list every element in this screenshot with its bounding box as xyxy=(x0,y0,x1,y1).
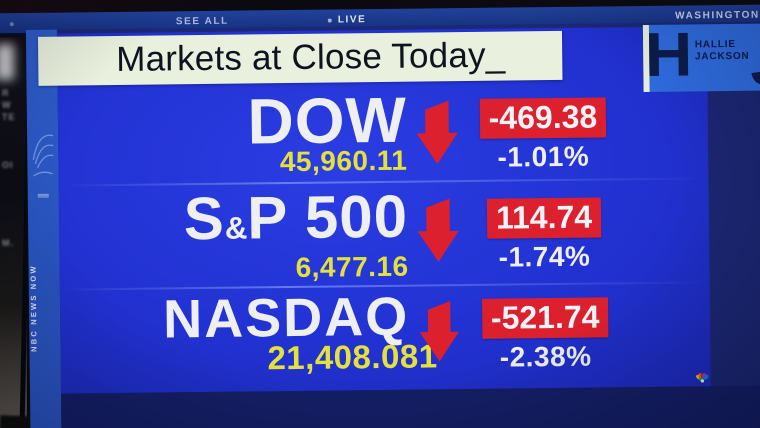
right-dark-region xyxy=(707,88,760,428)
see-all-label: SEE ALL xyxy=(175,15,229,28)
change-block: 114.74 -1.74% xyxy=(470,185,619,279)
host-last-name: JACKSON xyxy=(694,50,750,62)
background-light-blur xyxy=(0,44,14,80)
monogram-h: H xyxy=(644,20,693,90)
live-indicator: LIVE xyxy=(327,14,367,26)
host-name: HALLIE JACKSON xyxy=(695,39,750,63)
market-row-dow: DOW 45,960.11 -469.38 -1.01% xyxy=(58,83,709,179)
network-vertical-label: NBC NEWS NOW xyxy=(28,264,39,352)
host-first-name: HALLIE xyxy=(694,38,736,51)
direction-column xyxy=(409,289,470,375)
page-title: Markets at Close Today_ xyxy=(116,35,506,79)
peacock-sketch-icon xyxy=(32,134,54,177)
background-text-fragment: W xyxy=(2,100,12,110)
background-text-fragment: OI xyxy=(2,160,14,170)
direction-column xyxy=(407,89,468,175)
bullet-dot-icon xyxy=(9,22,14,27)
background-text-fragment: TE xyxy=(2,112,16,122)
live-label: LIVE xyxy=(337,14,367,26)
change-badge: 114.74 xyxy=(486,197,602,239)
index-block: DOW 45,960.11 xyxy=(58,83,408,179)
live-dot-icon xyxy=(327,18,332,23)
market-row-nasdaq: NASDAQ 21,408.081 -521.74 -2.38% xyxy=(60,286,711,378)
bottom-dark-region xyxy=(61,385,760,428)
change-block: -521.74 -2.38% xyxy=(471,287,620,374)
change-block: -469.38 -1.01% xyxy=(469,87,618,174)
change-badge: -521.74 xyxy=(481,297,609,339)
show-logo: H HALLIE JACKSON J xyxy=(642,20,760,99)
change-badge: -469.38 xyxy=(479,97,607,139)
network-rail: NBC NEWS NOW xyxy=(25,29,62,428)
index-level: 45,960.11 xyxy=(279,144,408,178)
monogram-j: J xyxy=(750,29,760,99)
direction-column xyxy=(408,187,469,280)
change-percent: -2.38% xyxy=(499,340,592,373)
index-block: S&P 500 6,477.16 xyxy=(59,182,409,284)
index-name: DOW xyxy=(247,83,408,158)
arrow-down-icon xyxy=(417,198,459,262)
market-row-sp500: S&P 500 6,477.16 114.74 -1.74% xyxy=(59,182,710,284)
index-name: S&P 500 xyxy=(183,182,409,253)
arrow-down-icon xyxy=(419,301,459,362)
arrow-down-icon xyxy=(416,100,458,164)
index-level: 6,477.16 xyxy=(295,250,409,283)
nbc-peacock-icon xyxy=(696,373,709,383)
small-ampersand: & xyxy=(224,210,248,246)
background-text-fragment: M. xyxy=(2,238,14,248)
change-percent: -1.74% xyxy=(498,240,591,273)
change-percent: -1.01% xyxy=(497,140,590,173)
index-block: NASDAQ 21,408.081 xyxy=(60,287,438,379)
title-banner: Markets at Close Today_ xyxy=(37,30,563,86)
rail-logo-mark xyxy=(37,193,49,198)
background-text-fragment: R xyxy=(2,88,10,98)
